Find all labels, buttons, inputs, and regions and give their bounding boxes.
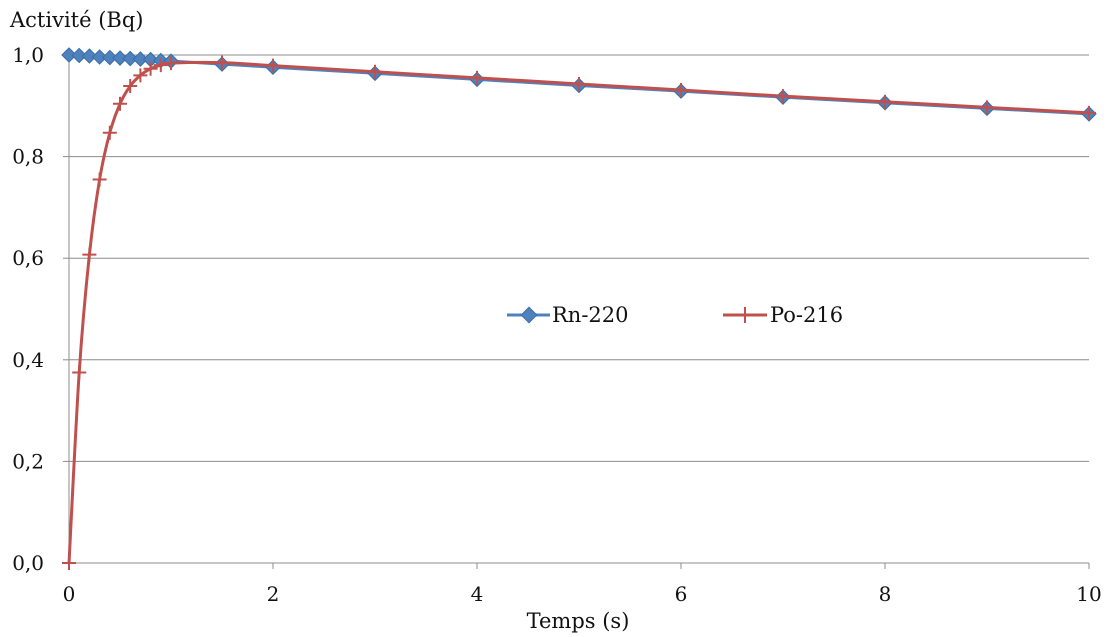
- data-point-po-216: [72, 365, 87, 380]
- y-tick-label: 0,6: [12, 246, 44, 270]
- y-tick-label: 0,0: [12, 551, 44, 575]
- data-point-po-216: [1082, 105, 1096, 120]
- data-point-po-216: [153, 58, 168, 73]
- legend: Rn-220 Po-216: [507, 303, 843, 327]
- x-axis-title: Temps (s): [527, 609, 630, 633]
- data-point-rn-220: [142, 51, 159, 68]
- legend-item-rn-220: Rn-220: [507, 303, 629, 327]
- data-point-po-216: [878, 94, 892, 109]
- data-point-po-216: [266, 58, 280, 73]
- x-tick-label: 6: [675, 582, 688, 606]
- x-tick-label: 8: [879, 582, 892, 606]
- data-point-po-216: [92, 172, 107, 187]
- tick-labels: 0,0 0,2 0,4 0,6 0,8 1,0 0 2 4 6 8 10: [12, 43, 1102, 606]
- legend-marker-rn-220: [520, 306, 538, 324]
- data-point-po-216: [674, 83, 688, 98]
- data-point-rn-220: [132, 51, 149, 67]
- data-point-rn-220: [81, 48, 98, 64]
- data-point-po-216: [164, 56, 178, 71]
- data-point-po-216: [980, 100, 994, 115]
- legend-item-po-216: Po-216: [723, 303, 843, 327]
- y-tick-label: 1,0: [12, 43, 44, 67]
- x-tick-label: 10: [1076, 582, 1101, 606]
- data-point-po-216: [62, 556, 76, 570]
- data-point-rn-220: [71, 47, 87, 64]
- data-point-rn-220: [112, 50, 128, 66]
- data-point-rn-220: [102, 49, 118, 66]
- data-point-po-216: [113, 96, 127, 111]
- data-point-po-216: [102, 125, 117, 140]
- y-tick-label: 0,4: [12, 348, 44, 372]
- data-point-po-216: [470, 70, 484, 85]
- y-axis-title: Activité (Bq): [9, 8, 143, 32]
- data-point-po-216: [368, 64, 382, 79]
- data-point-po-216: [776, 89, 790, 104]
- legend-label-po-216: Po-216: [770, 303, 843, 327]
- x-tick-label: 2: [267, 582, 280, 606]
- x-tick-label: 0: [63, 582, 76, 606]
- data-point-rn-220: [122, 50, 138, 67]
- series-po-216: [62, 55, 1096, 570]
- data-point-po-216: [123, 78, 138, 93]
- data-point-po-216: [143, 61, 158, 76]
- data-point-rn-220: [61, 47, 77, 63]
- data-point-po-216: [215, 55, 229, 70]
- data-point-po-216: [82, 247, 97, 262]
- legend-label-rn-220: Rn-220: [552, 303, 629, 327]
- series-layer: [61, 47, 1097, 570]
- gridlines: [69, 54, 1089, 462]
- data-point-po-216: [133, 68, 148, 83]
- x-tick-label: 4: [471, 582, 484, 606]
- data-point-po-216: [572, 76, 586, 91]
- data-point-rn-220: [91, 49, 108, 65]
- y-tick-label: 0,2: [12, 449, 44, 473]
- y-tick-label: 0,8: [12, 145, 44, 169]
